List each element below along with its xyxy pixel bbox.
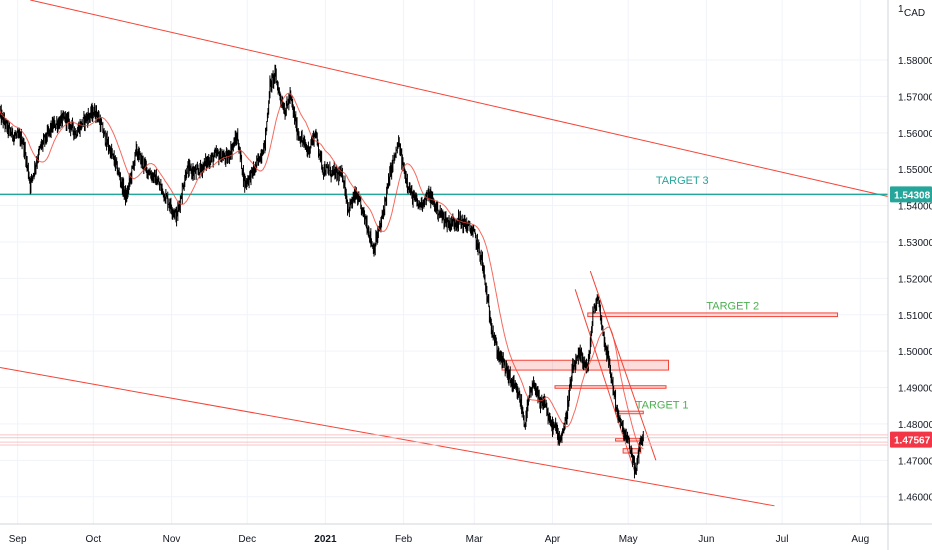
y-tick-label: 1.51000 (898, 311, 932, 322)
x-tick-label: Mar (466, 534, 484, 545)
y-tick-label: 1.52000 (898, 274, 932, 285)
y-tick-label-partial: 1. (898, 4, 906, 15)
y-tick-label: 1.54000 (898, 202, 932, 213)
currency-label: CAD (904, 8, 925, 19)
x-tick-label: May (619, 534, 638, 545)
y-tick-label: 1.46000 (898, 493, 932, 504)
x-tick-label: Aug (851, 534, 869, 545)
horizontal-levels[interactable] (0, 193, 888, 446)
x-tick-label: Feb (395, 534, 413, 545)
x-tick-label: Nov (163, 534, 181, 545)
target-label: TARGET 3 (656, 175, 709, 187)
candles (0, 64, 644, 479)
x-tick-label: Apr (545, 534, 561, 545)
price-badge (890, 431, 932, 448)
moving-average-line (0, 92, 644, 450)
trend-line (589, 270, 657, 461)
x-tick-label: Jul (776, 534, 789, 545)
y-tick-label: 1.47000 (898, 456, 932, 467)
trend-lines[interactable] (0, 0, 889, 507)
x-tick-label: Dec (238, 534, 256, 545)
price-badge-label: 1.47567 (894, 436, 931, 447)
x-tick-label: 2021 (314, 534, 337, 545)
y-tick-label: 1.48000 (898, 420, 932, 431)
target-label: TARGET 1 (636, 399, 689, 411)
price-badges: 1.54308 1.47567 (890, 186, 932, 448)
price-zone (554, 385, 667, 389)
x-tick-label: Sep (9, 534, 27, 545)
target-label: TARGET 2 (706, 301, 759, 313)
y-tick-label: 1.53000 (898, 238, 932, 249)
x-tick-label: Jun (698, 534, 714, 545)
y-tick-label: 1.56000 (898, 129, 932, 140)
trend-line (0, 367, 775, 507)
price-badge-label: 1.54308 (894, 190, 931, 201)
y-tick-label: 1.57000 (898, 92, 932, 103)
price-badge (890, 186, 932, 203)
trend-line (30, 0, 889, 197)
y-tick-label: 1.49000 (898, 384, 932, 395)
price-zone (587, 312, 839, 318)
y-tick-label: 1.58000 (898, 56, 932, 67)
y-tick-label: 1.55000 (898, 165, 932, 176)
trend-line (574, 289, 637, 476)
target-annotations: TARGET 3 TARGET 2 TARGET 1 (636, 175, 759, 412)
grid (0, 0, 888, 524)
y-tick-label: 1.50000 (898, 347, 932, 358)
x-tick-label: Oct (86, 534, 102, 545)
